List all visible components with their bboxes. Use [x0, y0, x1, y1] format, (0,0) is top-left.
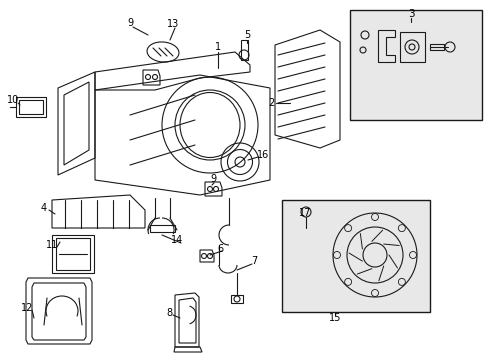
Bar	[429, 44, 443, 50]
Text: 11: 11	[46, 240, 58, 250]
Text: 9: 9	[127, 18, 133, 28]
Text: 4: 4	[41, 203, 47, 213]
Bar	[349, 10, 481, 120]
Text: 9: 9	[209, 174, 216, 184]
Text: 1: 1	[215, 42, 221, 52]
Text: 7: 7	[250, 256, 257, 266]
Text: 17: 17	[298, 208, 310, 218]
Text: 15: 15	[328, 313, 341, 323]
Bar	[282, 200, 429, 312]
Text: 3: 3	[407, 9, 413, 19]
Text: 6: 6	[217, 244, 223, 254]
Bar	[19, 100, 43, 114]
Bar	[56, 238, 90, 270]
Text: 13: 13	[166, 19, 179, 29]
Text: 5: 5	[244, 30, 250, 40]
Text: 14: 14	[170, 235, 183, 245]
Text: 16: 16	[256, 150, 268, 160]
Bar	[16, 97, 46, 117]
Text: 10: 10	[7, 95, 19, 105]
Bar	[230, 295, 243, 303]
Text: 8: 8	[165, 308, 172, 318]
Text: 12: 12	[21, 303, 33, 313]
Bar	[399, 32, 424, 62]
Bar	[52, 235, 94, 273]
Text: 2: 2	[267, 98, 274, 108]
